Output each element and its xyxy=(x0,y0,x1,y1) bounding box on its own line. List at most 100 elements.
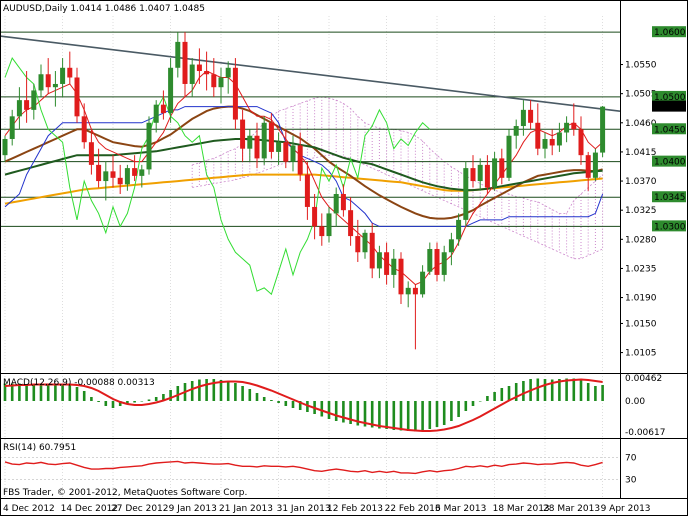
candle xyxy=(204,51,210,91)
macd-histogram-bar xyxy=(154,397,158,401)
candle-body xyxy=(182,41,188,84)
candle xyxy=(31,83,37,120)
candle xyxy=(420,265,426,298)
time-axis-label: 22 Feb 2013 xyxy=(385,504,441,514)
candle-body xyxy=(499,158,505,178)
macd-histogram-bar xyxy=(464,401,468,411)
macd-histogram-bar xyxy=(334,401,338,421)
macd-histogram-bar xyxy=(126,401,129,404)
macd-histogram-bar xyxy=(363,401,367,427)
candle-body xyxy=(146,122,152,170)
candle xyxy=(45,58,51,94)
candle xyxy=(196,48,202,84)
candle xyxy=(592,148,598,182)
candle-body xyxy=(16,100,22,117)
level-price-tag: 1.0345 xyxy=(652,191,686,203)
macd-histogram-bar xyxy=(342,401,345,423)
candle-body xyxy=(160,104,166,114)
candle xyxy=(276,132,282,165)
macd-histogram-bar xyxy=(212,379,216,401)
current-price-label: 1.0485 xyxy=(654,103,686,113)
macd-histogram-bar xyxy=(392,401,396,430)
candle-body xyxy=(412,287,418,295)
candle xyxy=(384,242,390,285)
candle xyxy=(535,103,541,156)
price-tags: 1.0600 1.0500 1.0450 1.0400 1.0345 1.0300 1.04… xyxy=(652,26,686,232)
kijun-sen-line xyxy=(4,106,604,227)
macd-histogram-bar xyxy=(97,401,100,402)
candle xyxy=(585,151,591,191)
macd-histogram-bar xyxy=(241,386,244,401)
candle xyxy=(405,281,411,308)
price-tick-label: 1.0505 xyxy=(625,90,657,100)
macd-histogram-bar xyxy=(25,384,28,401)
candle xyxy=(103,161,109,201)
candle xyxy=(290,135,296,172)
candle xyxy=(96,148,102,188)
candle-body xyxy=(333,194,339,214)
macd-histogram-bar xyxy=(39,384,43,401)
macd-histogram-bar xyxy=(219,380,223,401)
candle-body xyxy=(261,122,267,159)
level-tag-bg xyxy=(652,26,686,38)
candle-body xyxy=(340,194,346,211)
candle-body xyxy=(484,164,490,188)
candle-body xyxy=(2,138,8,156)
candle xyxy=(355,219,361,262)
macd-label: MACD(12,26,9) -0.00088 0.00313 xyxy=(3,378,155,388)
candle-body xyxy=(492,158,498,188)
macd-histogram-bar xyxy=(536,378,540,401)
candle xyxy=(369,223,375,279)
macd-histogram-bar xyxy=(18,383,21,401)
candle-body xyxy=(196,64,202,72)
candle-body xyxy=(297,145,303,175)
candle-body xyxy=(369,232,375,269)
candle xyxy=(297,132,303,182)
level-price-tag: 1.0500 xyxy=(652,90,686,103)
macd-histogram-bar xyxy=(486,396,489,401)
candle-body xyxy=(60,67,66,84)
candle xyxy=(484,155,490,194)
macd-histogram-bar xyxy=(320,401,324,417)
macd-histogram-bar xyxy=(205,379,208,401)
candle xyxy=(340,184,346,217)
candle xyxy=(477,158,483,191)
candle xyxy=(600,105,606,158)
candle-body xyxy=(232,67,238,120)
candle xyxy=(160,90,166,120)
level-tag-label: 1.0400 xyxy=(654,158,686,168)
macd-histogram-bar xyxy=(3,383,7,401)
macd-histogram-bar xyxy=(262,397,266,401)
candle-body xyxy=(600,106,606,153)
macd-histogram-bar xyxy=(198,379,201,401)
candle-body xyxy=(276,142,282,152)
candle xyxy=(470,155,476,188)
candle xyxy=(9,109,15,146)
macd-histogram-bar xyxy=(565,378,568,401)
candle-body xyxy=(283,142,289,162)
candle-body xyxy=(175,41,181,68)
moving-average-orange xyxy=(4,173,603,205)
macd-histogram-bar xyxy=(428,401,432,429)
candle-body xyxy=(585,155,591,178)
candle-body xyxy=(398,258,404,295)
candle-body xyxy=(405,287,411,295)
candle-body xyxy=(81,116,87,143)
candle xyxy=(168,58,174,123)
candle-body xyxy=(326,213,332,237)
time-axis-label: 18 Mar 2013 xyxy=(493,504,550,514)
level-tag-label: 1.0300 xyxy=(654,222,686,232)
candle xyxy=(520,100,526,136)
macd-signal-line xyxy=(4,378,603,432)
candle-body xyxy=(74,77,80,117)
candle xyxy=(153,100,159,133)
level-tag-label: 1.0345 xyxy=(654,193,686,203)
time-axis-label: 27 Dec 2012 xyxy=(111,504,169,514)
price-tick-label: 1.0550 xyxy=(625,61,657,71)
candle xyxy=(312,194,318,240)
time-axis-label: 21 Jan 2013 xyxy=(219,504,273,514)
macd-histogram-bar xyxy=(327,401,331,419)
header-bg xyxy=(2,2,16,13)
candle-body xyxy=(132,168,138,176)
